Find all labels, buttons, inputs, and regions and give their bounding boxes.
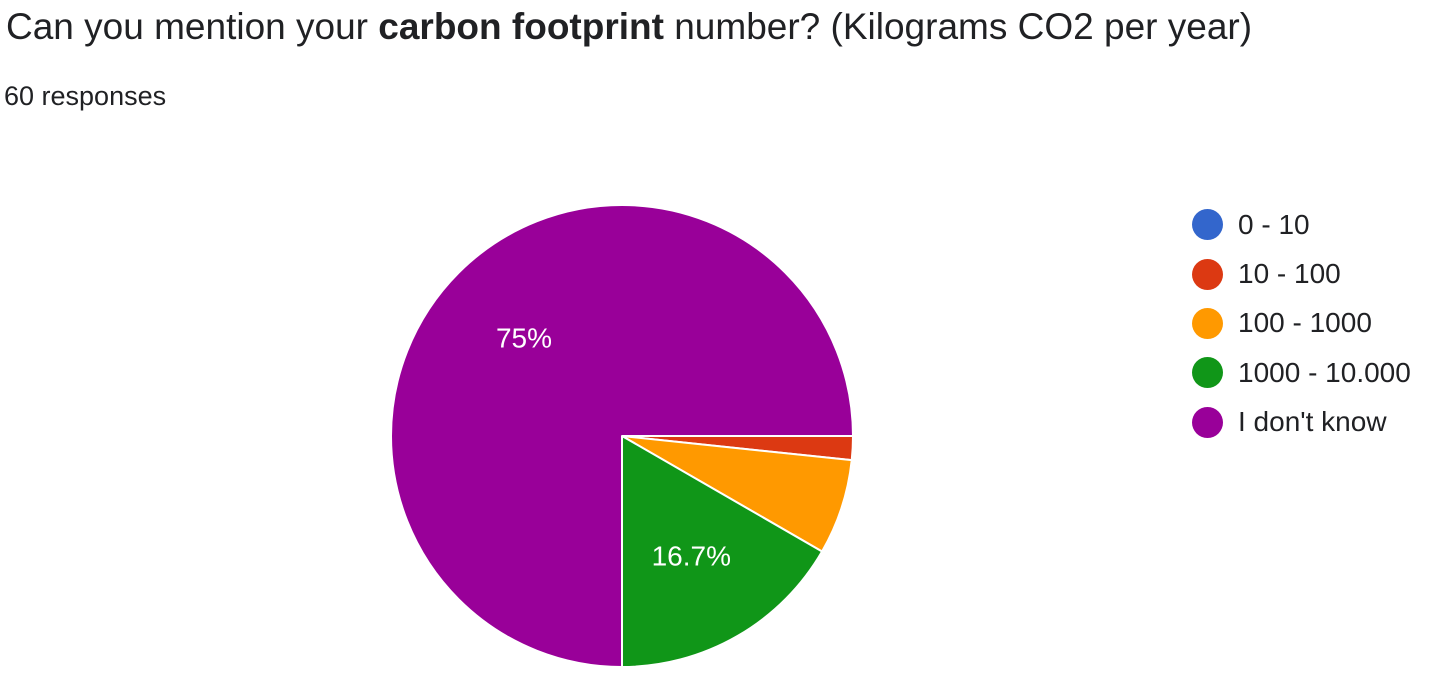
legend-swatch-icon (1192, 307, 1223, 339)
legend-item-1000-10-000[interactable]: 1000 - 10.000 (1192, 348, 1411, 397)
legend-swatch-icon (1192, 357, 1223, 389)
legend-label: 1000 - 10.000 (1238, 356, 1411, 388)
pie-slice-1000-10-000[interactable] (621, 435, 824, 668)
slice-label-i-don-t-know: 75% (496, 322, 552, 353)
pie-slice-i-don-t-know[interactable] (390, 204, 854, 668)
response-count: 60 responses (4, 81, 167, 111)
chart-title: Can you mention your carbon footprint nu… (6, 4, 1252, 50)
chart-title-pre: Can you mention your (6, 6, 379, 47)
legend-label: 100 - 1000 (1238, 307, 1372, 339)
legend-item-i-don-t-know[interactable]: I don't know (1192, 398, 1411, 447)
legend-item-10-100[interactable]: 10 - 100 (1192, 249, 1411, 298)
legend-swatch-icon (1192, 406, 1223, 438)
legend-label: 0 - 10 (1238, 208, 1310, 240)
legend: 0 - 10 10 - 100 100 - 1000 1000 - 10.000 I d… (1192, 200, 1411, 447)
legend-label: I don't know (1238, 406, 1387, 438)
legend-label: 10 - 100 (1238, 258, 1341, 290)
legend-swatch-icon (1192, 209, 1223, 241)
legend-swatch-icon (1192, 258, 1223, 290)
slice-label-1000-10-000: 16.7% (652, 541, 731, 572)
legend-item-100-1000[interactable]: 100 - 1000 (1192, 299, 1411, 348)
chart-title-bold: carbon footprint (378, 6, 664, 47)
legend-item-0-10[interactable]: 0 - 10 (1192, 200, 1411, 249)
chart-title-post: number? (Kilograms CO2 per year) (663, 6, 1253, 47)
